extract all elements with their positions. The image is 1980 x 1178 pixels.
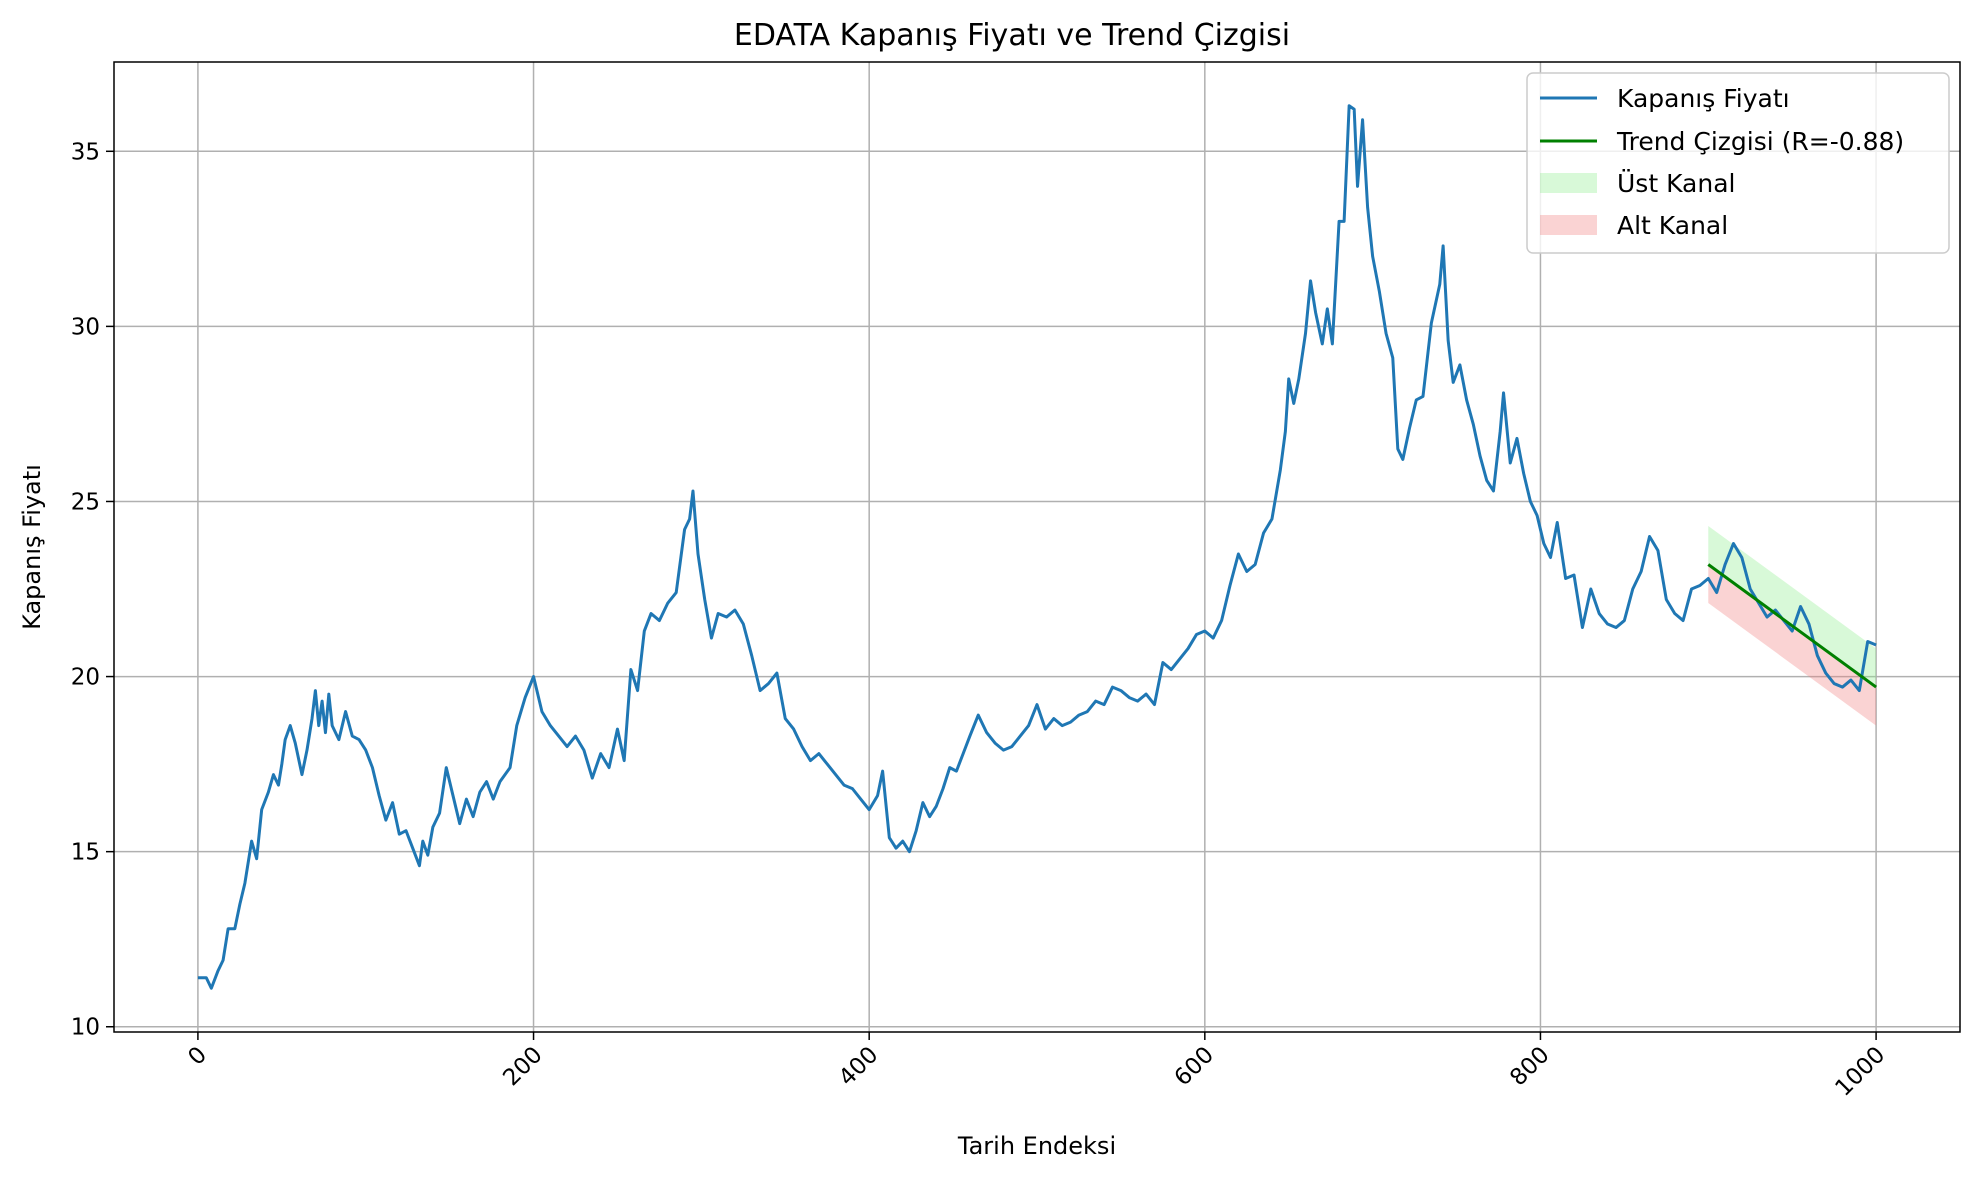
plot-frame [113, 61, 1961, 1033]
channel-bands [1708, 525, 1877, 726]
legend-box [1526, 72, 1950, 254]
y-tick-label: 35 [71, 139, 100, 165]
legend-label-upper-channel: Üst Kanal [1617, 169, 1735, 198]
x-axis-label: Tarih Endeksi [957, 1132, 1116, 1160]
price-line [197, 104, 1877, 990]
legend-label-price: Kapanış Fiyatı [1617, 84, 1790, 113]
y-tick-label: 10 [71, 1015, 100, 1041]
y-tick-label: 25 [71, 489, 100, 515]
trend-line [1707, 563, 1877, 689]
y-tick-label: 30 [71, 314, 100, 340]
y-tick-label: 20 [71, 665, 100, 691]
legend: Kapanış Fiyatı Trend Çizgisi (R=-0.88) Ü… [1526, 72, 1950, 254]
series-lines [197, 104, 1877, 990]
legend-label-trend: Trend Çizgisi (R=-0.88) [1616, 127, 1904, 156]
legend-label-lower-channel: Alt Kanal [1617, 211, 1728, 240]
legend-swatch-upper-channel [1540, 173, 1597, 193]
lower-channel-band [1708, 564, 1877, 726]
legend-swatch-lower-channel [1540, 215, 1597, 235]
y-axis-ticks: 10 15 20 25 30 35 [71, 139, 114, 1041]
y-tick-label: 15 [71, 840, 100, 866]
y-axis-label: Kapanış Fiyatı [18, 464, 46, 630]
chart-title: EDATA Kapanış Fiyatı ve Trend Çizgisi [734, 18, 1290, 53]
upper-channel-band [1708, 525, 1877, 688]
